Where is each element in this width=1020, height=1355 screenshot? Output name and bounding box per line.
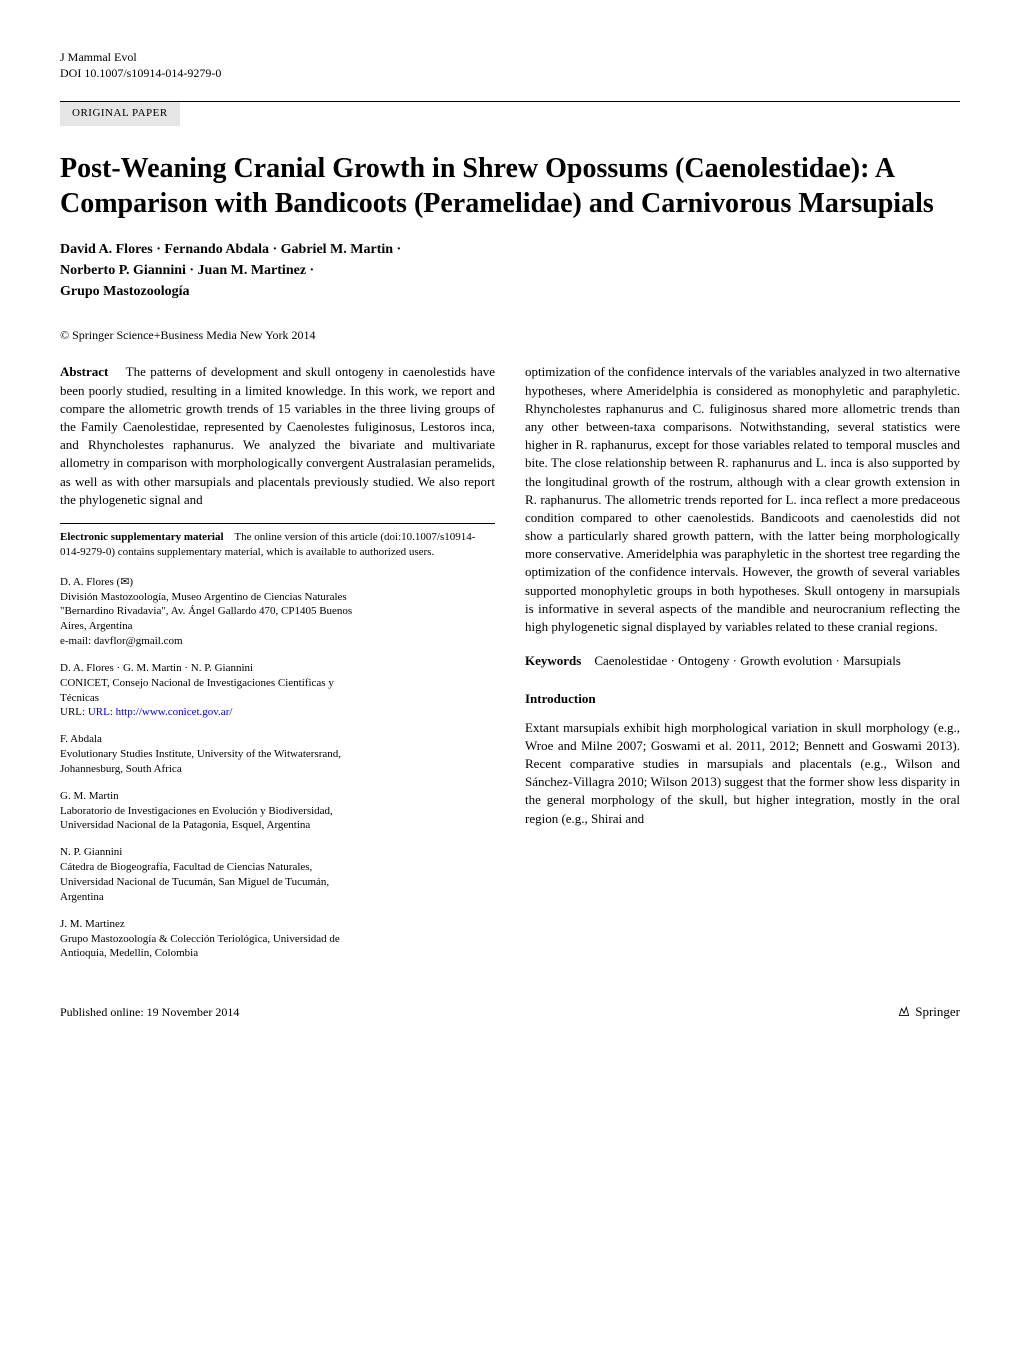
supplementary-box: Electronic supplementary material The on… bbox=[60, 523, 495, 561]
two-column-layout: Abstract The patterns of development and… bbox=[60, 363, 960, 973]
introduction-text: Extant marsupials exhibit high morpholog… bbox=[525, 719, 960, 828]
affil-line: Grupo Mastozoología & Colección Teriológ… bbox=[60, 932, 495, 947]
affil-name: D. A. Flores (✉) bbox=[60, 575, 495, 590]
publisher-name: Springer bbox=[915, 1003, 960, 1021]
divider-top bbox=[60, 101, 960, 102]
affil-line: Evolutionary Studies Institute, Universi… bbox=[60, 747, 495, 762]
affil-line: "Bernardino Rivadavia", Av. Ángel Gallar… bbox=[60, 604, 495, 619]
affil-line: Aires, Argentina bbox=[60, 619, 495, 634]
affil-line: Universidad Nacional de Tucumán, San Mig… bbox=[60, 875, 495, 890]
affil-line: División Mastozoología, Museo Argentino … bbox=[60, 590, 495, 605]
section-label: ORIGINAL PAPER bbox=[60, 102, 180, 125]
affiliation-block: G. M. Martin Laboratorio de Investigacio… bbox=[60, 789, 495, 834]
journal-doi: DOI 10.1007/s10914-014-9279-0 bbox=[60, 66, 960, 82]
abstract-left-text: The patterns of development and skull on… bbox=[60, 364, 495, 506]
keywords-text: Caenolestidae · Ontogeny · Growth evolut… bbox=[594, 653, 901, 668]
affil-name: G. M. Martin bbox=[60, 789, 495, 804]
article-title: Post-Weaning Cranial Growth in Shrew Opo… bbox=[60, 151, 960, 221]
affil-line: URL: URL: http://www.conicet.gov.ar/ bbox=[60, 705, 495, 720]
journal-name: J Mammal Evol bbox=[60, 50, 960, 66]
abstract-right-text: optimization of the confidence intervals… bbox=[525, 363, 960, 636]
affil-line: CONICET, Consejo Nacional de Investigaci… bbox=[60, 676, 495, 691]
affil-line: Johannesburg, South Africa bbox=[60, 762, 495, 777]
affil-name: D. A. Flores · G. M. Martin · N. P. Gian… bbox=[60, 661, 495, 676]
affil-line: Laboratorio de Investigaciones en Evoluc… bbox=[60, 804, 495, 819]
affil-line: Argentina bbox=[60, 890, 495, 905]
affiliation-block: D. A. Flores (✉) División Mastozoología,… bbox=[60, 575, 495, 649]
keywords-block: Keywords Caenolestidae · Ontogeny · Grow… bbox=[525, 652, 960, 670]
introduction-heading: Introduction bbox=[525, 690, 960, 708]
affiliation-block: N. P. Giannini Cátedra de Biogeografía, … bbox=[60, 845, 495, 904]
affil-line: Cátedra de Biogeografía, Facultad de Cie… bbox=[60, 860, 495, 875]
authors-line: David A. Flores · Fernando Abdala · Gabr… bbox=[60, 239, 960, 260]
affiliation-block: D. A. Flores · G. M. Martin · N. P. Gian… bbox=[60, 661, 495, 720]
affiliation-block: F. Abdala Evolutionary Studies Institute… bbox=[60, 732, 495, 777]
authors-line: Grupo Mastozoología bbox=[60, 281, 960, 302]
abstract-label: Abstract bbox=[60, 364, 108, 379]
affiliation-block: J. M. Martinez Grupo Mastozoología & Col… bbox=[60, 917, 495, 962]
affil-line: Antioquia, Medellín, Colombia bbox=[60, 946, 495, 961]
authors-block: David A. Flores · Fernando Abdala · Gabr… bbox=[60, 239, 960, 302]
affil-line: Universidad Nacional de la Patagonia, Es… bbox=[60, 818, 495, 833]
supp-title: Electronic supplementary material bbox=[60, 531, 224, 543]
affil-name: N. P. Giannini bbox=[60, 845, 495, 860]
affil-line: e-mail: davflor@gmail.com bbox=[60, 634, 495, 649]
springer-horse-icon bbox=[897, 1005, 911, 1019]
url-link[interactable]: URL: http://www.conicet.gov.ar/ bbox=[88, 706, 233, 718]
abstract-block: Abstract The patterns of development and… bbox=[60, 363, 495, 509]
springer-logo: Springer bbox=[897, 1003, 960, 1021]
right-column: optimization of the confidence intervals… bbox=[525, 363, 960, 973]
affil-name: F. Abdala bbox=[60, 732, 495, 747]
published-online: Published online: 19 November 2014 bbox=[60, 1004, 239, 1021]
copyright-line: © Springer Science+Business Media New Yo… bbox=[60, 327, 960, 344]
keywords-label: Keywords bbox=[525, 653, 581, 668]
journal-header: J Mammal Evol DOI 10.1007/s10914-014-927… bbox=[60, 50, 960, 81]
page-footer: Published online: 19 November 2014 Sprin… bbox=[60, 1003, 960, 1021]
authors-line: Norberto P. Giannini · Juan M. Martinez … bbox=[60, 260, 960, 281]
left-column: Abstract The patterns of development and… bbox=[60, 363, 495, 973]
affil-name: J. M. Martinez bbox=[60, 917, 495, 932]
affil-line: Técnicas bbox=[60, 691, 495, 706]
